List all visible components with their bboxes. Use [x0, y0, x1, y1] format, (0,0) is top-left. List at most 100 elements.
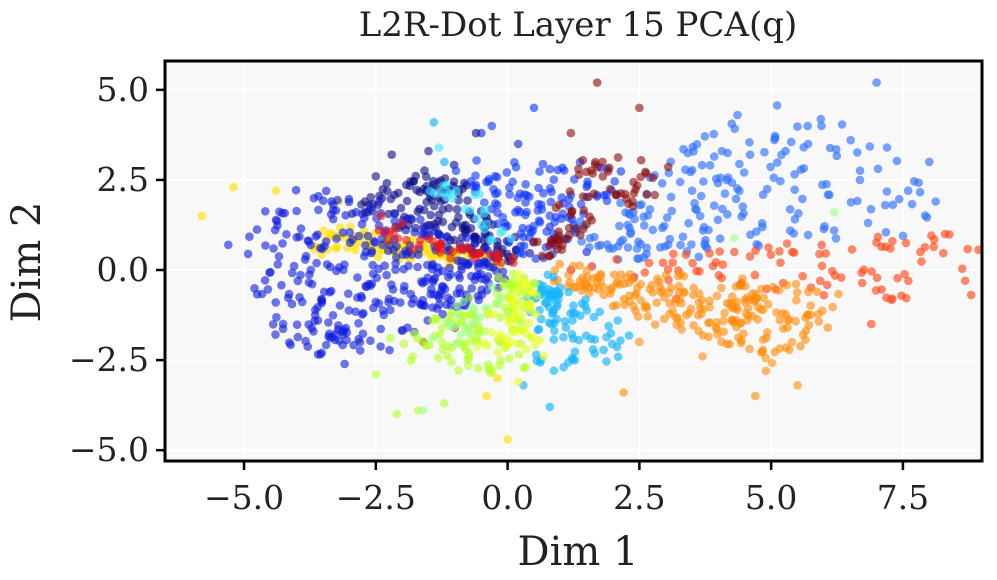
data-point-blue [314, 205, 323, 215]
data-point-royal-blue [684, 218, 693, 228]
data-point-orange [675, 294, 685, 304]
data-point-blue [250, 284, 259, 293]
data-point-orange [778, 309, 787, 318]
data-point-cyan [561, 323, 571, 332]
data-point-red [416, 235, 425, 245]
data-point-maroon [605, 184, 615, 194]
data-point-royal-blue [715, 234, 725, 243]
data-point-orange-red [877, 285, 886, 294]
data-point-royal-blue [925, 157, 934, 167]
data-point-blue [291, 185, 301, 195]
data-point-maroon [554, 238, 563, 248]
data-point-blue [396, 298, 405, 307]
data-point-royal-blue [757, 219, 767, 228]
data-point-yellow-green [521, 362, 531, 372]
data-point-mid-blue [546, 197, 556, 207]
data-point-maroon [566, 128, 576, 138]
data-point-orange-red [893, 273, 902, 283]
data-point-yellow-green [495, 361, 504, 370]
data-point-orange-red [764, 243, 773, 252]
data-point-navy [390, 190, 399, 200]
data-point-royal-blue [882, 143, 892, 152]
data-point-orange-red [766, 250, 776, 259]
data-point-orange-red [939, 248, 948, 258]
data-point-orange [720, 308, 729, 318]
data-point-royal-blue [907, 199, 917, 209]
data-point-blue [287, 268, 297, 278]
data-point-yellow [332, 242, 342, 251]
data-point-cyan [613, 316, 622, 325]
data-point-blue [261, 241, 270, 250]
data-point-blue [282, 230, 291, 239]
data-point-lime [513, 377, 523, 387]
data-point-yellow-green [443, 351, 452, 361]
data-point-maroon [537, 251, 547, 261]
data-point-mid-blue [511, 162, 521, 172]
data-point-red [509, 258, 518, 268]
data-point-orange-red [888, 236, 897, 246]
data-point-blue [243, 249, 253, 259]
data-point-orange [665, 298, 674, 308]
data-point-cyan [550, 326, 559, 336]
data-point-blue [445, 263, 454, 273]
data-point-royal-blue [831, 234, 841, 243]
data-point-mid-blue [521, 180, 530, 189]
data-point-royal-blue [745, 150, 755, 159]
data-point-light-green [830, 208, 839, 217]
data-point-royal-blue [798, 194, 807, 204]
data-point-yellow-green [440, 399, 449, 408]
data-point-royal-blue [915, 187, 925, 197]
data-point-yellow-green [514, 350, 524, 359]
data-point-cyan [602, 332, 611, 342]
data-point-lime [493, 348, 503, 357]
data-point-orange [643, 312, 652, 321]
data-point-blue [428, 277, 438, 287]
data-point-orange-red [960, 276, 970, 286]
data-point-orange [636, 280, 645, 289]
data-point-orange [731, 282, 741, 291]
data-point-maroon [578, 155, 588, 165]
data-point-yellow-green [386, 333, 395, 343]
data-point-orange [596, 271, 606, 280]
data-point-royal-blue [659, 221, 669, 231]
data-point-mid-blue [553, 165, 562, 175]
data-point-orange-red [881, 242, 890, 252]
data-point-blue [390, 216, 400, 226]
x-tick-label: −5.0 [204, 478, 284, 517]
data-point-orange [804, 320, 814, 330]
data-point-maroon [589, 189, 599, 198]
data-point-blue [386, 305, 395, 315]
data-point-blue [339, 265, 348, 275]
data-point-blue [366, 204, 375, 213]
data-point-mid-blue [539, 188, 548, 198]
data-point-blue [341, 211, 351, 220]
data-point-blue [295, 232, 304, 241]
data-point-royal-blue [696, 191, 706, 201]
data-point-royal-blue [699, 222, 709, 232]
data-point-light-green [470, 304, 479, 314]
data-point-blue [442, 233, 452, 242]
data-point-orange [550, 266, 560, 275]
data-point-orange [609, 270, 619, 279]
data-point-aqua [442, 180, 451, 190]
data-point-blue [357, 293, 367, 303]
data-point-blue [446, 295, 456, 305]
data-point-royal-blue [717, 146, 727, 156]
data-point-orange [758, 305, 768, 315]
data-point-orange [717, 283, 726, 293]
data-point-royal-blue [853, 196, 862, 206]
data-point-royal-blue [623, 243, 633, 252]
data-point-orange-red [900, 269, 909, 279]
data-point-maroon [582, 219, 591, 229]
chart-title: L2R-Dot Layer 15 PCA(q) [359, 5, 798, 45]
data-point-blue [392, 253, 401, 262]
data-point-royal-blue [663, 240, 673, 250]
data-point-royal-blue [590, 232, 599, 242]
data-point-maroon [598, 172, 608, 181]
data-point-royal-blue [790, 185, 799, 194]
data-point-navy [360, 197, 370, 206]
axis-ticks: −5.0 −2.5 0.0 2.5 5.0 7.5 −5.0 −2.5 0.0 2.5 5.0 [69, 70, 929, 517]
data-point-blue [438, 282, 448, 291]
data-point-orange [659, 293, 669, 302]
data-point-yellow-green [499, 282, 509, 291]
